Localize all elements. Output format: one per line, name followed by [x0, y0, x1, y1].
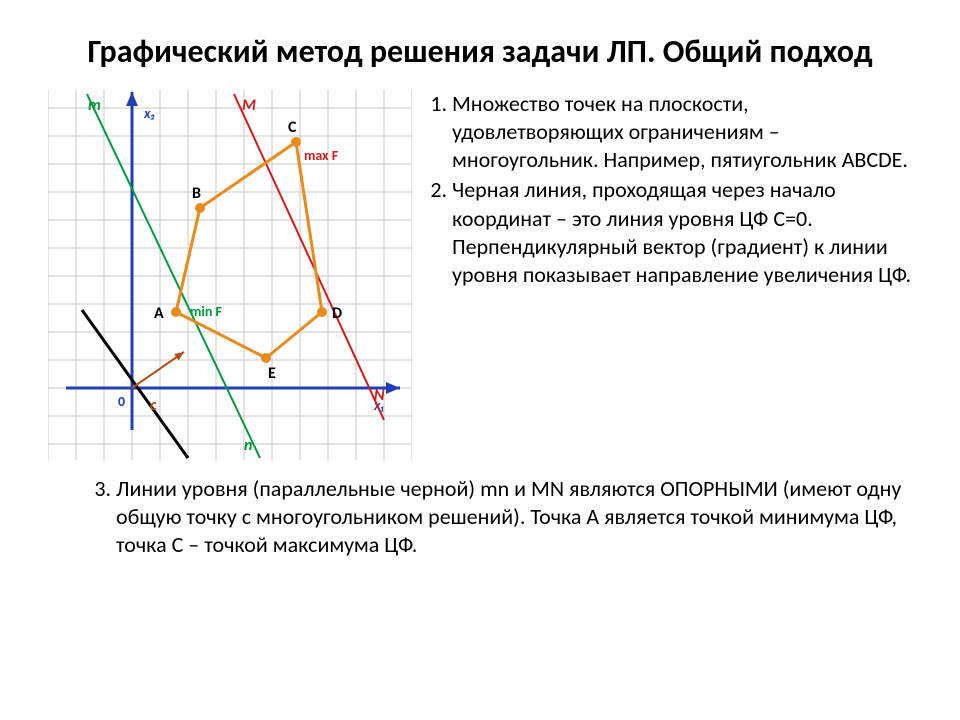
svg-text:c: c	[150, 396, 157, 415]
lp-diagram: x₂x₁0mnmin FMNmax FABCDEc	[48, 90, 412, 465]
side-list: Множество точек на плоскости, удовлетвор…	[426, 90, 912, 291]
svg-text:max F: max F	[304, 147, 339, 164]
bottom-list: Линии уровня (параллельные черной) mn и …	[48, 475, 912, 559]
svg-text:0: 0	[118, 393, 125, 410]
svg-text:N: N	[374, 386, 385, 405]
svg-text:M: M	[242, 96, 256, 115]
list-item-2: Черная линия, проходящая через начало ко…	[452, 176, 912, 289]
content-row: x₂x₁0mnmin FMNmax FABCDEc Множество точе…	[48, 90, 912, 465]
lp-svg: x₂x₁0mnmin FMNmax FABCDEc	[48, 90, 412, 460]
list-item-1: Множество точек на плоскости, удовлетвор…	[452, 90, 912, 174]
page-title: Графический метод решения задачи ЛП. Общ…	[48, 32, 912, 72]
svg-text:min F: min F	[190, 303, 223, 320]
svg-text:n: n	[244, 436, 252, 455]
svg-text:B: B	[192, 184, 201, 203]
svg-text:C: C	[288, 118, 297, 137]
svg-text:A: A	[154, 304, 164, 323]
svg-text:x₂: x₂	[143, 105, 155, 122]
svg-text:D: D	[332, 304, 342, 323]
svg-text:E: E	[268, 364, 276, 383]
svg-text:m: m	[88, 96, 101, 115]
list-item-3: Линии уровня (параллельные черной) mn и …	[116, 475, 912, 559]
